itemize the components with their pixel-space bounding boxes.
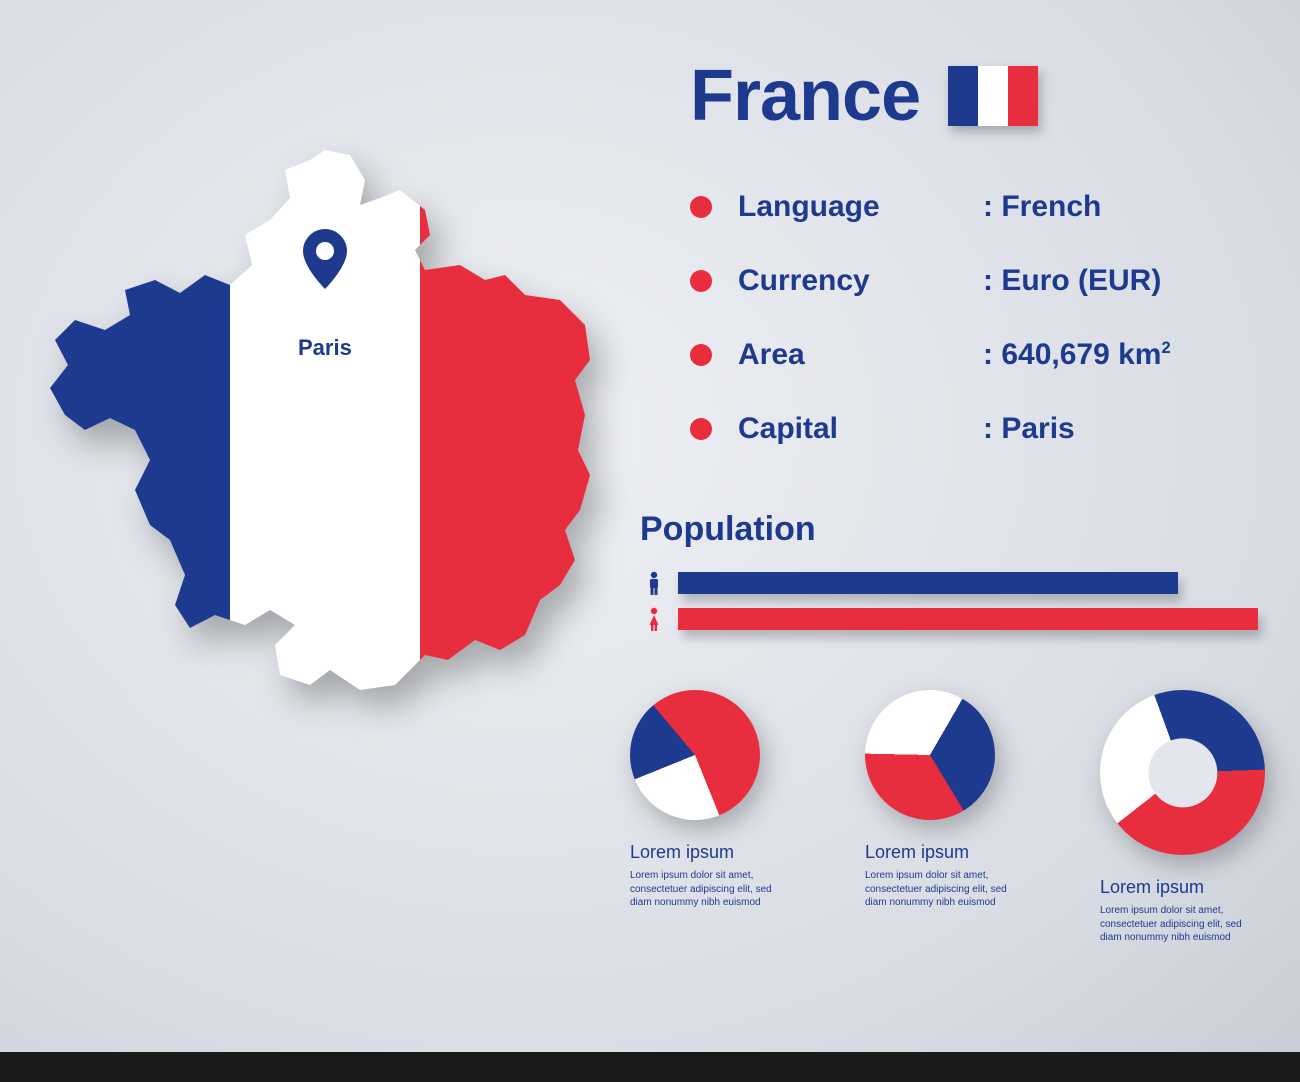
population-bar <box>678 572 1178 594</box>
facts-list: Language French Currency Euro (EUR) Area… <box>690 190 1171 486</box>
fact-row: Area 640,679 km2 <box>690 338 1171 372</box>
pie-description: Lorem ipsum dolor sit amet, consectetuer… <box>1100 904 1260 945</box>
bottom-bar <box>0 1052 1300 1082</box>
bullet-icon <box>690 344 712 366</box>
fact-value: 640,679 km2 <box>983 338 1171 372</box>
pie-chart-block: Lorem ipsum Lorem ipsum dolor sit amet, c… <box>1100 690 1265 945</box>
population-bar-row <box>640 607 1258 631</box>
pie-chart-block: Lorem ipsum Lorem ipsum dolor sit amet, c… <box>865 690 1025 945</box>
donut-chart <box>1100 690 1265 855</box>
fact-value: Paris <box>983 412 1075 446</box>
country-title: France <box>690 55 920 137</box>
pie-description: Lorem ipsum dolor sit amet, consectetuer… <box>865 869 1025 910</box>
female-icon <box>640 607 668 631</box>
map-pin-icon <box>303 229 347 289</box>
flag-icon <box>948 66 1038 126</box>
fact-label: Currency <box>738 264 983 298</box>
fact-row: Language French <box>690 190 1171 224</box>
pie-title: Lorem ipsum <box>630 842 734 863</box>
fact-label: Capital <box>738 412 983 446</box>
bullet-icon <box>690 196 712 218</box>
france-map: Paris <box>30 130 620 720</box>
fact-row: Capital Paris <box>690 412 1171 446</box>
pie-chart-block: Lorem ipsum Lorem ipsum dolor sit amet, c… <box>630 690 790 945</box>
bullet-icon <box>690 418 712 440</box>
fact-value: French <box>983 190 1101 224</box>
pie-chart <box>865 690 995 820</box>
bullet-icon <box>690 270 712 292</box>
fact-row: Currency Euro (EUR) <box>690 264 1171 298</box>
population-title: Population <box>640 510 1258 549</box>
map-capital-label: Paris <box>298 335 352 361</box>
population-section: Population <box>640 510 1258 643</box>
population-bar-row <box>640 571 1258 595</box>
male-icon <box>640 571 668 595</box>
pie-title: Lorem ipsum <box>1100 877 1204 898</box>
fact-label: Language <box>738 190 983 224</box>
pie-description: Lorem ipsum dolor sit amet, consectetuer… <box>630 869 790 910</box>
fact-label: Area <box>738 338 983 372</box>
population-bar <box>678 608 1258 630</box>
pie-title: Lorem ipsum <box>865 842 969 863</box>
pie-charts-row: Lorem ipsum Lorem ipsum dolor sit amet, c… <box>630 690 1265 945</box>
title-row: France <box>690 55 1038 137</box>
fact-value: Euro (EUR) <box>983 264 1161 298</box>
pie-chart <box>630 690 760 820</box>
